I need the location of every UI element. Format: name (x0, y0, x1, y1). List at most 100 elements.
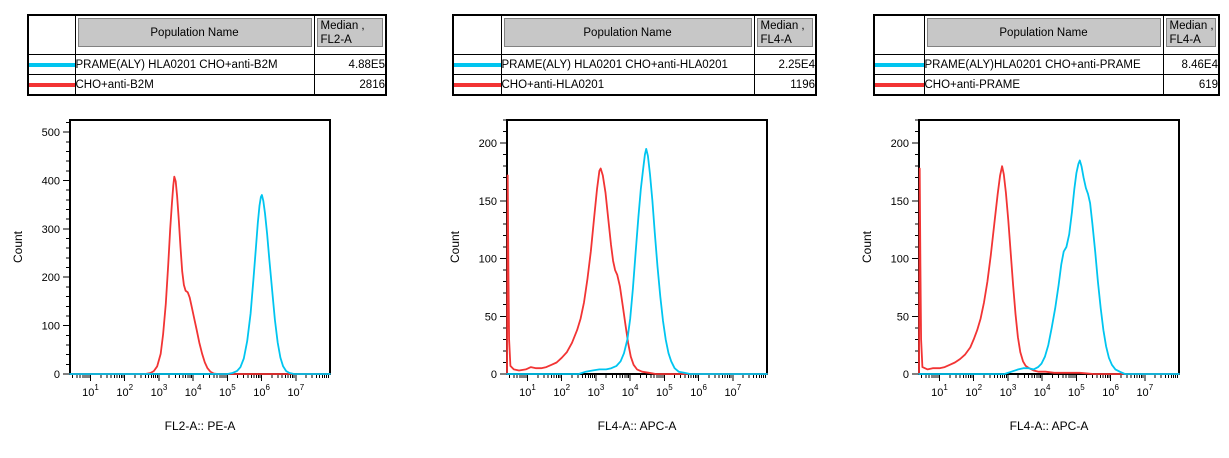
median-value-cell: 619 (1162, 74, 1220, 96)
y-axis-title: Count (11, 230, 25, 263)
table-row: CHO+anti-PRAME 619 (873, 74, 1220, 96)
x-tick-label: 106 (253, 383, 270, 399)
axes (63, 119, 331, 381)
x-tick-label: 102 (965, 383, 982, 399)
population-name-cell: PRAME(ALY) HLA0201 CHO+anti-HLA0201 (500, 54, 755, 75)
population-table: Population Name Median , FL2-A PRAME(ALY… (27, 14, 387, 96)
series-color-swatch (29, 82, 74, 87)
population-name-cell: PRAME(ALY) HLA0201 CHO+anti-B2M (74, 54, 315, 75)
table-header-row: Population Name Median , FL2-A (27, 14, 387, 55)
x-tick-label: 104 (185, 383, 202, 399)
population-name-header-label: Population Name (999, 26, 1088, 39)
table-row: CHO+anti-HLA0201 1196 (452, 74, 817, 96)
panel-fl2-b2m: Population Name Median , FL2-A PRAME(ALY… (0, 0, 412, 458)
median-header: Median , FL4-A (753, 14, 817, 55)
table-row: PRAME(ALY) HLA0201 CHO+anti-HLA0201 2.25… (452, 54, 817, 75)
y-axis-title: Count (448, 230, 462, 263)
series-color-swatch (875, 62, 923, 67)
median-value-cell: 2.25E4 (753, 54, 817, 75)
y-tick-label: 100 (479, 254, 497, 266)
population-name-cell: CHO+anti-PRAME (923, 74, 1164, 96)
table-row: PRAME(ALY) HLA0201 CHO+anti-B2M 4.88E5 (27, 54, 387, 75)
median-header-line2: FL4-A (760, 34, 792, 46)
population-name-header: Population Name (74, 14, 315, 55)
histogram-chart-fl4-hla: 0 50 100 150 200 101 102 103 104 105 106 107 Count FL… (448, 119, 768, 433)
table-corner-cell (27, 14, 76, 55)
y-tick-label: 500 (42, 127, 60, 139)
x-tick-label: 107 (724, 383, 741, 399)
histogram-chart-fl2: 0 100 200 300 400 500 101 102 103 104 105 106 107 Cou… (11, 119, 331, 433)
series-curve (69, 194, 331, 375)
table-corner-cell (452, 14, 502, 55)
table-corner-cell (873, 14, 925, 55)
x-tick-label: 103 (151, 383, 168, 399)
y-tick-label: 400 (42, 175, 60, 187)
median-value-cell: 1196 (753, 74, 817, 96)
series-color-swatch (454, 62, 500, 67)
median-value-cell: 8.46E4 (1162, 54, 1220, 75)
swatch-cell (452, 54, 502, 75)
series-curve (69, 175, 331, 375)
y-tick-label: 0 (54, 369, 60, 381)
plot-frame (506, 119, 768, 375)
x-tick-label: 102 (553, 383, 570, 399)
y-tick-label: 0 (491, 369, 497, 381)
x-tick-label: 101 (82, 383, 99, 399)
series-color-swatch (875, 82, 923, 87)
y-tick-label: 150 (479, 196, 497, 208)
series-curve (506, 148, 768, 375)
x-tick-label: 104 (1034, 383, 1051, 399)
population-table: Population Name Median , FL4-A PRAME(ALY… (873, 14, 1220, 96)
median-header-line1: Median , (1169, 20, 1214, 32)
y-tick-label: 100 (891, 254, 909, 266)
table-row: CHO+anti-B2M 2816 (27, 74, 387, 96)
x-tick-label: 104 (622, 383, 639, 399)
median-header-line1: Median , (760, 20, 805, 32)
x-tick-label: 105 (656, 383, 673, 399)
x-axis-title: FL4-A:: APC-A (598, 419, 677, 433)
population-table: Population Name Median , FL4-A PRAME(ALY… (452, 14, 817, 96)
x-tick-label: 101 (519, 383, 536, 399)
x-tick-label: 106 (1102, 383, 1119, 399)
y-tick-label: 200 (891, 138, 909, 150)
series-curve (918, 165, 1180, 375)
population-name-cell: PRAME(ALY)HLA0201 CHO+anti-PRAME (923, 54, 1164, 75)
population-name-header-label: Population Name (583, 26, 672, 39)
y-tick-label: 50 (485, 311, 497, 323)
swatch-cell (873, 74, 925, 96)
y-tick-label: 50 (897, 311, 909, 323)
x-tick-label: 103 (1000, 383, 1017, 399)
axes (912, 119, 1180, 381)
median-header: Median , FL2-A (313, 14, 387, 55)
y-tick-label: 0 (903, 369, 909, 381)
x-axis-title: FL2-A:: PE-A (165, 419, 236, 433)
median-header-line1: Median , (320, 20, 365, 32)
axes (500, 119, 768, 381)
y-tick-label: 100 (42, 321, 60, 333)
swatch-cell (452, 74, 502, 96)
x-tick-label: 101 (931, 383, 948, 399)
table-header-row: Population Name Median , FL4-A (873, 14, 1220, 55)
swatch-cell (27, 74, 76, 96)
median-header-line2: FL4-A (1169, 34, 1201, 46)
x-tick-label: 105 (219, 383, 236, 399)
series-curve (506, 167, 768, 375)
panel-fl4-prame: Population Name Median , FL4-A PRAME(ALY… (849, 0, 1229, 458)
population-name-header: Population Name (923, 14, 1164, 55)
x-tick-label: 103 (588, 383, 605, 399)
median-header-line2: FL2-A (320, 34, 352, 46)
population-name-header: Population Name (500, 14, 755, 55)
y-tick-label: 150 (891, 196, 909, 208)
x-tick-label: 107 (287, 383, 304, 399)
panel-fl4-hla: Population Name Median , FL4-A PRAME(ALY… (437, 0, 849, 458)
plot-frame (918, 119, 1180, 375)
x-tick-label: 107 (1136, 383, 1153, 399)
series-color-swatch (29, 62, 74, 67)
population-name-cell: CHO+anti-B2M (74, 74, 315, 96)
swatch-cell (873, 54, 925, 75)
series-color-swatch (454, 82, 500, 87)
median-header: Median , FL4-A (1162, 14, 1220, 55)
plot-frame (69, 119, 331, 375)
x-tick-label: 106 (690, 383, 707, 399)
